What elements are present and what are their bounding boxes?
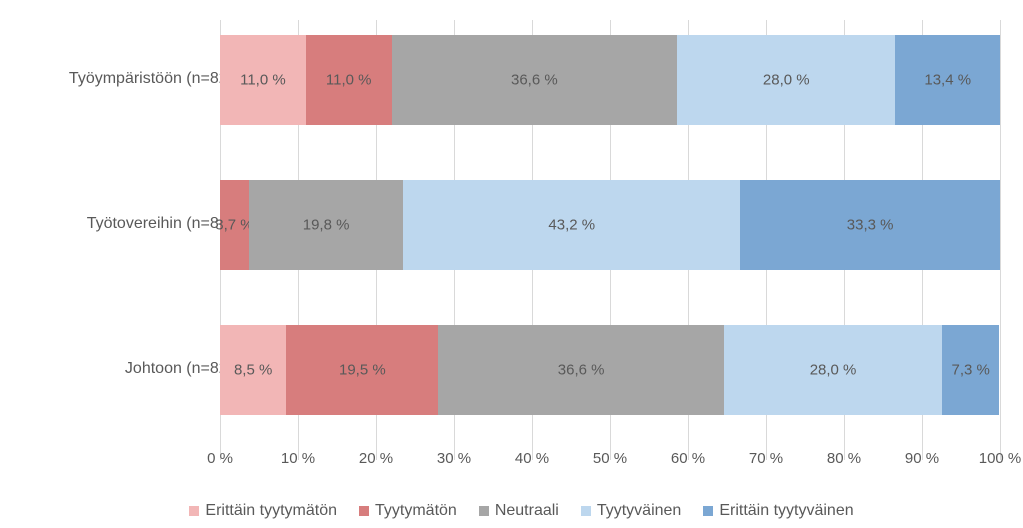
legend-swatch: [581, 506, 591, 516]
bar-segment: 11,0 %: [306, 35, 392, 125]
category-label: Työtovereihin (n=81): [13, 215, 233, 233]
legend-label: Tyytyväinen: [597, 502, 681, 520]
bar-segment: 28,0 %: [677, 35, 895, 125]
segment-value-label: 11,0 %: [240, 72, 286, 89]
bar-row: 11,0 % 11,0 % 36,6 % 28,0 % 13,4 %: [220, 35, 1000, 125]
segment-value-label: 36,6 %: [511, 72, 558, 89]
segment-value-label: 43,2 %: [548, 217, 595, 234]
legend-item: Neutraali: [479, 502, 559, 520]
bar-segment: 7,3 %: [942, 325, 999, 415]
x-tick-label: 70 %: [749, 450, 783, 467]
x-tick-label: 0 %: [207, 450, 233, 467]
segment-value-label: 28,0 %: [763, 72, 810, 89]
segment-value-label: 28,0 %: [810, 362, 857, 379]
segment-value-label: 7,3 %: [952, 362, 990, 379]
bar-segment: 43,2 %: [403, 180, 740, 270]
segment-value-label: 19,5 %: [339, 362, 386, 379]
bar-segment: 33,3 %: [740, 180, 1000, 270]
bar-segment: 19,5 %: [286, 325, 438, 415]
category-label: Työympäristöön (n=82): [13, 70, 233, 88]
category-label: Johtoon (n=82): [13, 360, 233, 378]
x-tick-label: 50 %: [593, 450, 627, 467]
segment-value-label: 13,4 %: [924, 72, 971, 89]
bar-segment: 3,7 %: [220, 180, 249, 270]
x-tick-label: 20 %: [359, 450, 393, 467]
segment-value-label: 11,0 %: [326, 72, 372, 89]
legend-swatch: [189, 506, 199, 516]
x-tick-label: 80 %: [827, 450, 861, 467]
bar-row: 3,7 % 19,8 % 43,2 % 33,3 %: [220, 180, 1000, 270]
bar-segment: 28,0 %: [724, 325, 942, 415]
bar-segment: 8,5 %: [220, 325, 286, 415]
x-tick-label: 60 %: [671, 450, 705, 467]
plot-area: 11,0 % 11,0 % 36,6 % 28,0 % 13,4 % 3,7 % 19,8 …: [220, 20, 1000, 460]
segment-value-label: 33,3 %: [847, 217, 894, 234]
legend-item: Erittäin tyytyväinen: [703, 502, 853, 520]
legend: Erittäin tyytymätön Tyytymätön Neutraali Ty…: [40, 502, 1003, 520]
legend-label: Erittäin tyytymätön: [205, 502, 337, 520]
bar-segment: 36,6 %: [438, 325, 723, 415]
legend-label: Neutraali: [495, 502, 559, 520]
x-tick-label: 30 %: [437, 450, 471, 467]
legend-label: Tyytymätön: [375, 502, 457, 520]
bar-segment: 13,4 %: [895, 35, 1000, 125]
segment-value-label: 36,6 %: [558, 362, 605, 379]
legend-item: Tyytymätön: [359, 502, 457, 520]
segment-value-label: 8,5 %: [234, 362, 272, 379]
legend-item: Tyytyväinen: [581, 502, 681, 520]
gridline: [1000, 20, 1001, 460]
x-tick-label: 90 %: [905, 450, 939, 467]
x-tick-label: 100 %: [979, 450, 1022, 467]
bar-segment: 11,0 %: [220, 35, 306, 125]
x-tick-label: 10 %: [281, 450, 315, 467]
stacked-bar-chart: Työympäristöön (n=82) Työtovereihin (n=8…: [0, 0, 1023, 528]
x-tick-label: 40 %: [515, 450, 549, 467]
segment-value-label: 19,8 %: [303, 217, 350, 234]
legend-swatch: [703, 506, 713, 516]
bar-row: 8,5 % 19,5 % 36,6 % 28,0 % 7,3 %: [220, 325, 1000, 415]
legend-item: Erittäin tyytymätön: [189, 502, 337, 520]
segment-value-label: 3,7 %: [215, 217, 253, 234]
legend-swatch: [359, 506, 369, 516]
bar-segment: 19,8 %: [249, 180, 403, 270]
legend-label: Erittäin tyytyväinen: [719, 502, 853, 520]
legend-swatch: [479, 506, 489, 516]
bar-segment: 36,6 %: [392, 35, 677, 125]
